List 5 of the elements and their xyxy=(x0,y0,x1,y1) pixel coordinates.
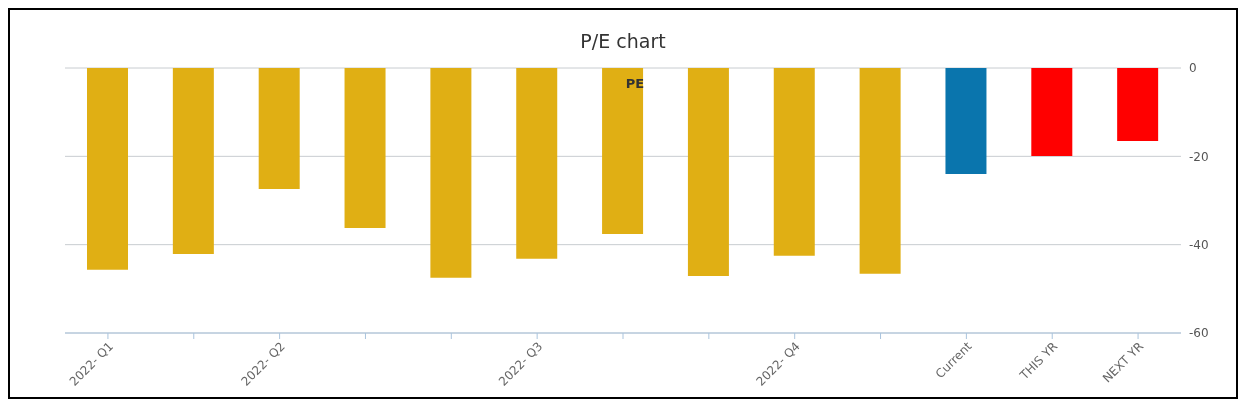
chart-title: P/E chart xyxy=(579,29,667,54)
y-tick-label: -60 xyxy=(1189,326,1209,341)
y-tick-label: 0 xyxy=(1189,61,1197,76)
y-tick-label: -40 xyxy=(1189,237,1209,252)
y-tick-label: -20 xyxy=(1189,149,1209,164)
